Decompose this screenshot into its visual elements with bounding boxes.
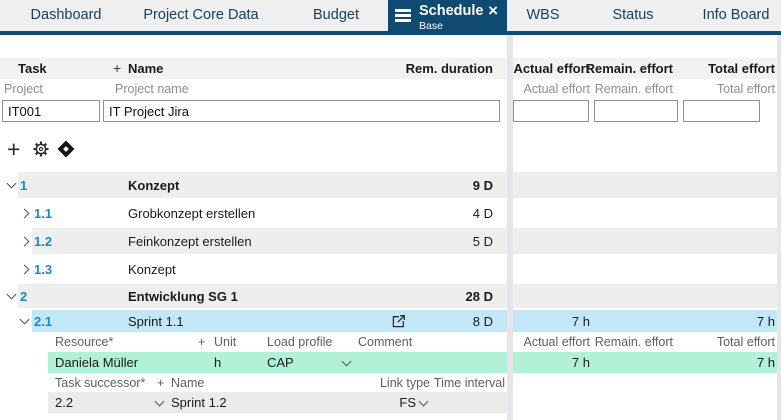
resource-load-profile: CAP <box>267 355 294 370</box>
successor-name: Sprint 1.2 <box>171 395 227 410</box>
task-row-2-1[interactable]: 2.1 Sprint 1.1 8 D 7 h 7 h <box>0 310 781 332</box>
task-actual-effort: 7 h <box>571 313 590 329</box>
link-type-dropdown-icon[interactable] <box>418 392 429 413</box>
task-duration: 28 D <box>465 288 493 304</box>
load-profile-dropdown-icon[interactable] <box>341 352 352 373</box>
right-edge-splitter[interactable] <box>777 35 781 420</box>
resource-total-effort: 7 h <box>756 355 775 370</box>
tab-schedule-label: Schedule <box>419 3 484 19</box>
resource-total-effort-header: Total effort <box>716 335 775 349</box>
add-resource-icon[interactable]: + <box>198 335 206 349</box>
project-name-input[interactable] <box>103 100 500 122</box>
task-row-2[interactable]: 2 Entwicklung SG 1 28 D <box>0 284 781 308</box>
settings-gear-icon[interactable] <box>32 140 50 160</box>
task-row-1[interactable]: 1 Konzept 9 D <box>0 172 781 198</box>
col-task-header: Task <box>18 61 47 76</box>
expand-chevron-icon[interactable] <box>6 284 17 308</box>
task-duration: 4 D <box>472 205 493 221</box>
add-column-icon[interactable]: + <box>113 60 122 76</box>
expand-chevron-icon[interactable] <box>19 228 30 254</box>
task-name: Grobkonzept erstellen <box>128 205 256 221</box>
menu-icon[interactable] <box>395 9 411 22</box>
task-name: Konzept <box>128 261 176 277</box>
actual-effort-input[interactable] <box>513 100 589 122</box>
col-total-effort-header: Total effort <box>708 61 775 76</box>
tab-project-core-data[interactable]: Project Core Data <box>143 7 259 23</box>
task-name: Sprint 1.1 <box>128 313 184 329</box>
task-id: 1.1 <box>34 205 53 221</box>
actual-effort-label: Actual effort <box>523 82 590 96</box>
task-name: Entwicklung SG 1 <box>128 288 238 304</box>
resource-name: Daniela Müller <box>55 355 139 370</box>
col-name-header: Name <box>128 61 164 76</box>
total-effort-label: Total effort <box>716 82 775 96</box>
task-id: 2 <box>20 288 28 304</box>
successor-id: 2.2 <box>55 395 74 410</box>
tab-schedule-subtitle: Base <box>419 20 443 32</box>
add-successor-icon[interactable]: + <box>157 375 165 390</box>
resource-remain-effort-header: Remain. effort <box>594 335 673 349</box>
resource-unit: h <box>214 355 222 370</box>
task-id: 1.3 <box>34 261 53 277</box>
panel-splitter[interactable] <box>507 35 513 420</box>
col-rem-duration-header: Rem. duration <box>405 61 493 76</box>
expand-chevron-icon[interactable] <box>19 310 30 332</box>
comment-header: Comment <box>358 335 413 349</box>
col-remain-effort-header: Remain. effort <box>585 61 673 76</box>
tab-dashboard[interactable]: Dashboard <box>30 7 102 23</box>
close-icon[interactable]: × <box>488 1 498 20</box>
expand-chevron-icon[interactable] <box>19 200 30 226</box>
resource-header: Resource* <box>55 335 114 349</box>
task-duration: 8 D <box>472 313 493 329</box>
task-row-1-1[interactable]: 1.1 Grobkonzept erstellen 4 D <box>0 200 781 226</box>
col-actual-effort-header: Actual effort <box>513 61 590 76</box>
task-id: 2.1 <box>34 313 53 329</box>
remain-effort-label: Remain. effort <box>594 82 673 96</box>
time-interval-header: Time interval <box>433 375 505 390</box>
task-duration: 9 D <box>472 177 493 193</box>
load-profile-header: Load profile <box>267 335 333 349</box>
tab-status[interactable]: Status <box>612 7 654 23</box>
tab-budget[interactable]: Budget <box>313 7 359 23</box>
remain-effort-input[interactable] <box>594 100 678 122</box>
column-header-row <box>0 58 781 79</box>
add-task-icon[interactable]: + <box>7 136 21 162</box>
tab-wbs[interactable]: WBS <box>526 7 560 23</box>
expand-chevron-icon[interactable] <box>6 172 17 198</box>
task-row-1-2[interactable]: 1.2 Feinkonzept erstellen 5 D <box>0 228 781 254</box>
task-id: 1.2 <box>34 233 53 249</box>
link-type-value: FS <box>399 395 416 410</box>
task-total-effort: 7 h <box>756 313 775 329</box>
task-id: 1 <box>20 177 28 193</box>
successor-row[interactable]: 2.2 Sprint 1.2 FS <box>0 392 781 413</box>
project-name-label: Project name <box>115 82 189 96</box>
task-row-1-3[interactable]: 1.3 Konzept <box>0 256 781 282</box>
milestone-diamond-icon[interactable] <box>57 140 75 158</box>
resource-actual-effort: 7 h <box>571 355 590 370</box>
link-type-header: Link type <box>379 375 430 390</box>
total-effort-input[interactable] <box>683 100 760 122</box>
task-name: Feinkonzept erstellen <box>128 233 252 249</box>
successor-header-row: Task successor* + Name Link type Time in… <box>0 373 781 392</box>
task-name: Konzept <box>128 177 180 193</box>
resource-actual-effort-header: Actual effort <box>523 335 590 349</box>
open-task-external-icon[interactable] <box>390 313 407 335</box>
resource-row[interactable]: Daniela Müller h CAP 7 h 7 h <box>0 352 781 373</box>
project-id-input[interactable] <box>2 100 100 122</box>
task-successor-header: Task successor* <box>55 375 146 390</box>
successor-dropdown-icon[interactable] <box>154 392 165 413</box>
expand-chevron-icon[interactable] <box>19 256 30 282</box>
tab-info-board[interactable]: Info Board <box>702 7 770 23</box>
tab-schedule[interactable]: Schedule × Base <box>388 0 507 35</box>
unit-header: Unit <box>214 335 237 349</box>
task-duration: 5 D <box>472 233 493 249</box>
resource-header-row: Resource* + Unit Load profile Comment Ac… <box>0 332 781 352</box>
project-label: Project <box>4 82 43 96</box>
successor-name-header: Name <box>171 375 205 390</box>
